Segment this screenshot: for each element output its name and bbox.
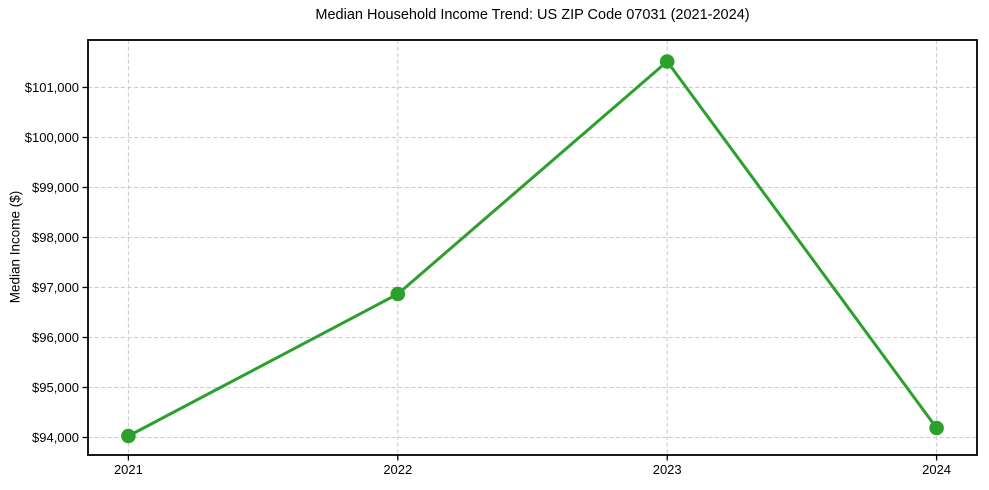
- y-tick-label: $100,000: [24, 129, 79, 145]
- y-tick-label: $94,000: [32, 429, 79, 445]
- y-tick-label: $101,000: [24, 79, 79, 95]
- y-tick-label: $98,000: [32, 229, 79, 245]
- x-tick-label: 2023: [652, 462, 682, 477]
- income-trend-line: [126, 60, 939, 438]
- x-tick-label: 2022: [383, 462, 413, 477]
- x-tick-label: 2021: [113, 462, 143, 477]
- data-point-2021: [121, 428, 136, 444]
- y-tick-label: $96,000: [32, 329, 79, 345]
- data-point-2022: [390, 286, 406, 302]
- data-point-2024: [929, 420, 944, 436]
- x-tick-label: 2024: [922, 462, 952, 477]
- y-tick-label: $97,000: [32, 279, 79, 295]
- axes-border: [87, 39, 978, 456]
- data-point-2023: [659, 54, 675, 69]
- y-tick-label: $99,000: [32, 179, 79, 195]
- chart-title: Median Household Income Trend: US ZIP Co…: [315, 7, 750, 23]
- y-tick-label: $95,000: [32, 379, 79, 395]
